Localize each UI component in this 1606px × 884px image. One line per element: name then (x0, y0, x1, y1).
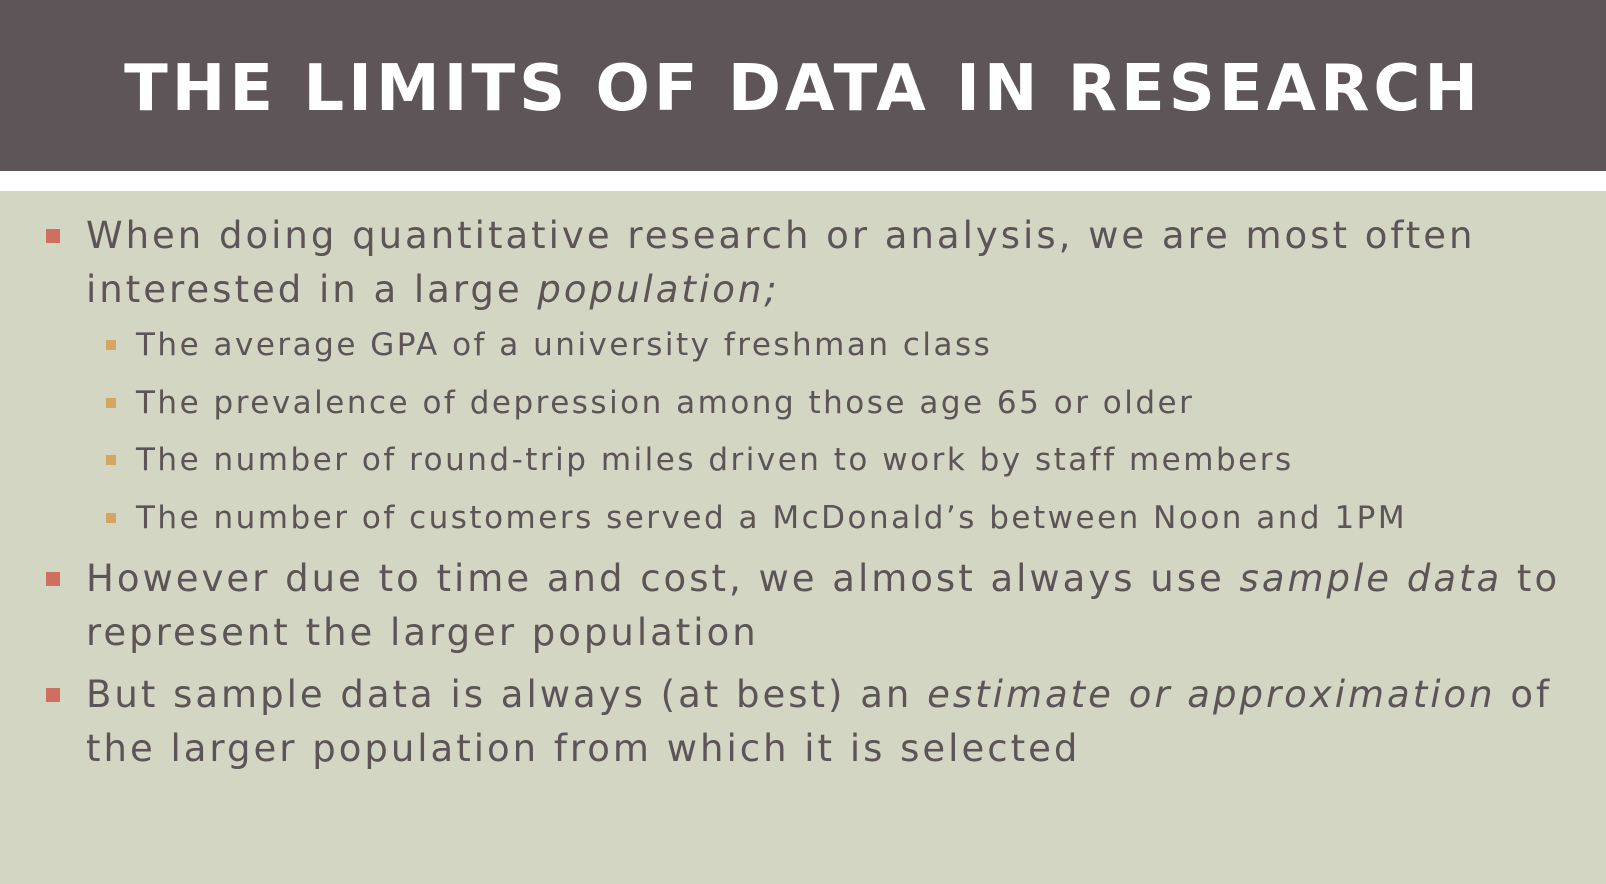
bullet-text-tail: of the larger population from which it i… (86, 673, 1553, 770)
divider (0, 171, 1606, 191)
sub-bullet-square-icon (106, 398, 116, 408)
sub-bullet-text: The prevalence of depression among those… (136, 385, 1195, 421)
bullet-text: When doing quantitative research or anal… (86, 214, 1476, 311)
title-band: THE LIMITS OF DATA IN RESEARCH (0, 0, 1606, 171)
bullet-text: However due to time and cost, we almost … (86, 557, 1240, 600)
bullet-text-tail: to represent the larger population (86, 557, 1561, 654)
bullet-square-icon (46, 572, 60, 586)
sub-bullet-text: The number of customers served a McDonal… (136, 500, 1408, 536)
bullet-item-population: When doing quantitative research or anal… (46, 209, 1586, 317)
slide-title: THE LIMITS OF DATA IN RESEARCH (124, 51, 1482, 126)
bullet-emphasis: estimate or approximation (927, 673, 1496, 716)
bullet-emphasis: population; (537, 268, 780, 311)
sub-bullet-text: The number of round-trip miles driven to… (136, 442, 1294, 478)
bullet-square-icon (46, 229, 60, 243)
sub-bullet-text: The average GPA of a university freshman… (136, 327, 993, 363)
sub-bullet-item: The average GPA of a university freshman… (106, 325, 1576, 365)
sub-bullet-square-icon (106, 340, 116, 350)
sub-bullet-square-icon (106, 455, 116, 465)
sub-bullet-item: The number of round-trip miles driven to… (106, 440, 1576, 480)
bullet-square-icon (46, 688, 60, 702)
sub-bullet-square-icon (106, 513, 116, 523)
bullet-item-sample-data: However due to time and cost, we almost … (46, 552, 1586, 660)
slide-body: When doing quantitative research or anal… (0, 191, 1606, 884)
bullet-item-estimate: But sample data is always (at best) an e… (46, 668, 1586, 776)
bullet-text: But sample data is always (at best) an (86, 673, 928, 716)
sub-bullet-item: The number of customers served a McDonal… (106, 498, 1576, 538)
bullet-emphasis: sample data (1239, 557, 1503, 600)
sub-bullet-item: The prevalence of depression among those… (106, 383, 1576, 423)
